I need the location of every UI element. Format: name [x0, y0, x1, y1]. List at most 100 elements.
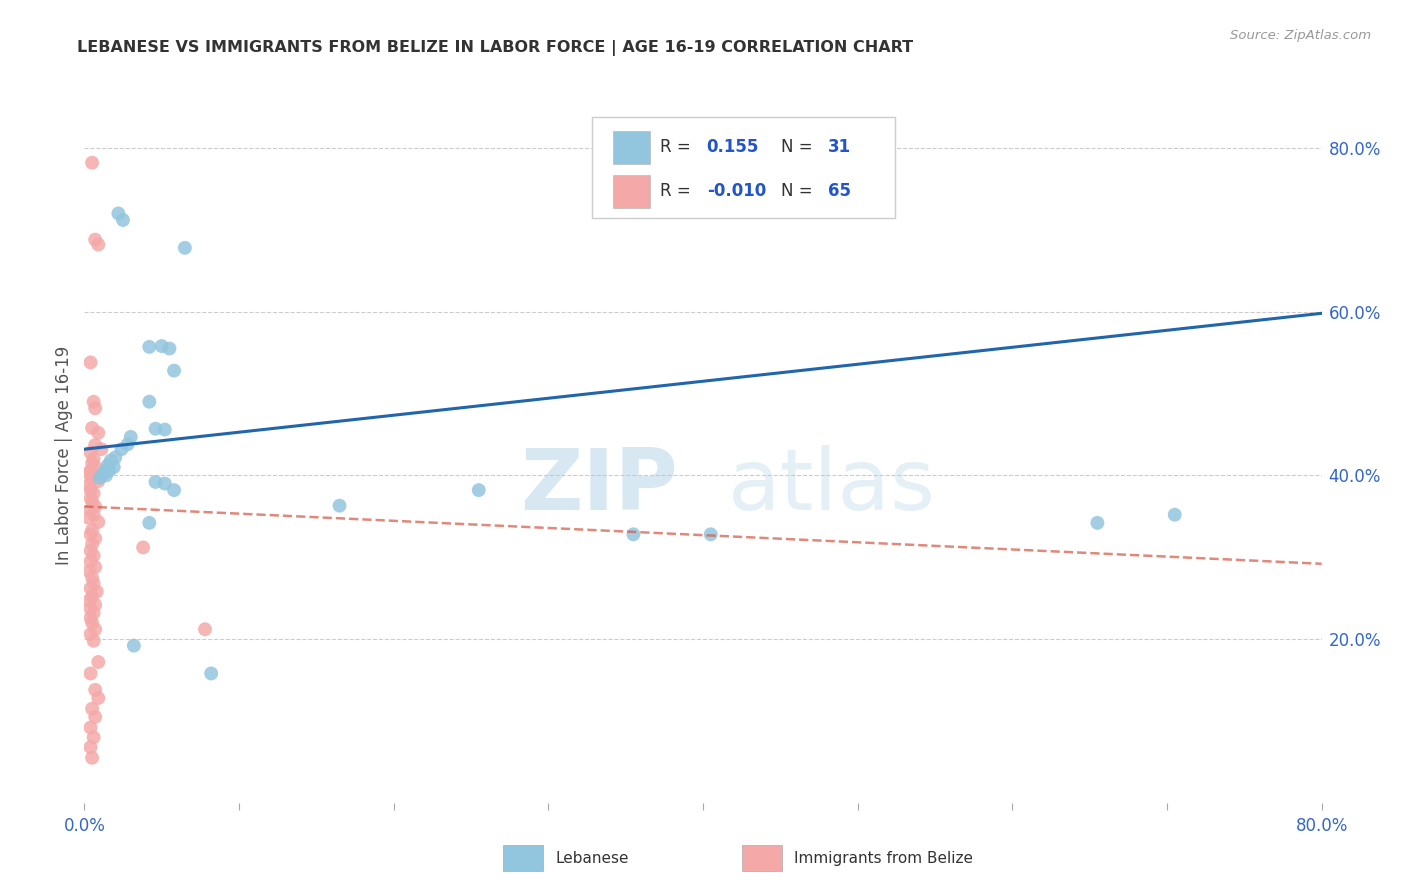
Point — [79, 554, 101, 568]
Text: LEBANESE VS IMMIGRANTS FROM BELIZE IN LABOR FORCE | AGE 16-19 CORRELATION CHART: LEBANESE VS IMMIGRANTS FROM BELIZE IN LA… — [77, 40, 914, 56]
Point — [79, 602, 101, 616]
Point — [110, 442, 132, 457]
Point — [83, 486, 105, 500]
Point — [138, 340, 160, 354]
FancyBboxPatch shape — [592, 118, 894, 219]
Point — [83, 394, 105, 409]
Text: Source: ZipAtlas.com: Source: ZipAtlas.com — [1230, 29, 1371, 42]
Point — [91, 467, 114, 481]
Point — [79, 740, 101, 755]
Point — [153, 476, 176, 491]
Point — [84, 532, 107, 546]
Point — [132, 541, 155, 555]
Point — [79, 502, 101, 516]
Text: atlas: atlas — [728, 445, 936, 528]
Text: N =: N = — [780, 182, 818, 201]
Text: ZIP: ZIP — [520, 445, 678, 528]
Text: Lebanese: Lebanese — [555, 851, 628, 865]
Point — [87, 237, 110, 252]
Point — [82, 155, 104, 169]
Point — [82, 590, 104, 604]
Point — [82, 701, 104, 715]
Point — [84, 710, 107, 724]
Point — [84, 438, 107, 452]
Point — [145, 422, 167, 436]
Point — [122, 639, 145, 653]
Point — [82, 571, 104, 585]
Point — [112, 213, 135, 227]
Point — [77, 593, 100, 607]
Point — [79, 666, 101, 681]
Point — [79, 463, 101, 477]
Point — [94, 463, 117, 477]
Point — [103, 460, 125, 475]
Point — [153, 423, 176, 437]
Text: R =: R = — [659, 138, 696, 156]
Point — [82, 615, 104, 630]
Point — [623, 527, 645, 541]
Point — [84, 622, 107, 636]
Point — [87, 474, 110, 488]
Point — [468, 483, 491, 497]
Point — [163, 483, 186, 497]
Point — [84, 682, 107, 697]
Point — [82, 523, 104, 537]
Point — [79, 527, 101, 541]
Point — [82, 751, 104, 765]
Point — [77, 478, 100, 492]
Point — [83, 606, 105, 620]
Point — [84, 470, 107, 484]
Point — [79, 611, 101, 625]
Point — [1164, 508, 1187, 522]
Point — [79, 627, 101, 641]
Point — [77, 467, 100, 481]
Point — [77, 564, 100, 578]
Point — [82, 494, 104, 508]
Point — [82, 472, 104, 486]
Point — [98, 463, 121, 477]
Point — [700, 527, 723, 541]
Point — [79, 582, 101, 596]
Point — [83, 633, 105, 648]
Text: N =: N = — [780, 138, 818, 156]
Point — [90, 442, 112, 457]
Point — [79, 721, 101, 735]
Point — [89, 471, 111, 485]
Point — [82, 456, 104, 470]
Point — [86, 584, 108, 599]
Point — [79, 543, 101, 558]
Point — [200, 666, 222, 681]
Point — [82, 537, 104, 551]
Text: 0.155: 0.155 — [707, 138, 759, 156]
Point — [138, 516, 160, 530]
Point — [83, 452, 105, 467]
Point — [84, 500, 107, 514]
Point — [87, 515, 110, 529]
Point — [83, 731, 105, 745]
Point — [194, 622, 217, 636]
Point — [87, 655, 110, 669]
Point — [82, 421, 104, 435]
Text: R =: R = — [659, 182, 696, 201]
Point — [145, 475, 167, 489]
Point — [77, 511, 100, 525]
Text: Immigrants from Belize: Immigrants from Belize — [794, 851, 973, 865]
Point — [117, 437, 139, 451]
Point — [138, 394, 160, 409]
Point — [87, 691, 110, 706]
Point — [163, 363, 186, 377]
Point — [97, 458, 120, 473]
Point — [84, 401, 107, 416]
Point — [120, 430, 142, 444]
Point — [83, 508, 105, 522]
Point — [79, 355, 101, 369]
Point — [84, 233, 107, 247]
Point — [84, 460, 107, 475]
Y-axis label: In Labor Force | Age 16-19: In Labor Force | Age 16-19 — [55, 345, 73, 565]
Point — [159, 342, 181, 356]
Point — [87, 425, 110, 440]
Point — [329, 499, 352, 513]
Text: 31: 31 — [828, 138, 851, 156]
Point — [150, 339, 173, 353]
Point — [83, 576, 105, 591]
